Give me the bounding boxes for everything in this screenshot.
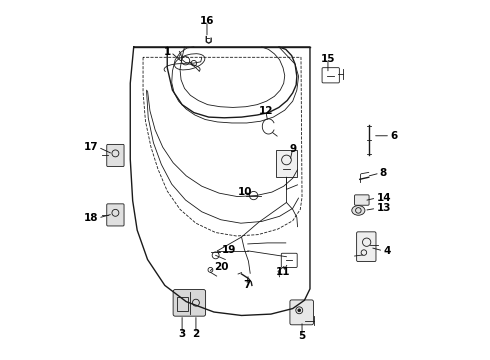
Text: 7: 7 <box>243 280 250 291</box>
Ellipse shape <box>352 206 365 215</box>
Text: 1: 1 <box>164 47 171 57</box>
Text: 12: 12 <box>259 106 273 116</box>
Text: 9: 9 <box>289 144 296 154</box>
FancyBboxPatch shape <box>355 195 369 205</box>
Text: 8: 8 <box>380 168 387 178</box>
Text: 2: 2 <box>192 329 199 339</box>
Text: 3: 3 <box>178 329 186 339</box>
Circle shape <box>298 309 301 312</box>
Text: 20: 20 <box>215 262 229 272</box>
Bar <box>276 150 297 177</box>
FancyBboxPatch shape <box>107 144 124 167</box>
Text: 11: 11 <box>276 267 290 276</box>
Text: 17: 17 <box>83 142 98 152</box>
Text: 13: 13 <box>376 203 391 213</box>
Text: 10: 10 <box>238 187 252 197</box>
Text: 6: 6 <box>390 131 397 141</box>
FancyBboxPatch shape <box>107 204 124 226</box>
Text: 4: 4 <box>383 246 391 256</box>
Text: 18: 18 <box>84 213 98 223</box>
Text: 15: 15 <box>320 54 335 64</box>
Text: 16: 16 <box>200 16 214 26</box>
FancyBboxPatch shape <box>357 232 376 262</box>
Bar <box>176 297 188 311</box>
FancyBboxPatch shape <box>290 300 314 325</box>
Text: 14: 14 <box>376 193 391 203</box>
Text: 19: 19 <box>221 245 236 255</box>
Text: 5: 5 <box>298 331 306 341</box>
FancyBboxPatch shape <box>173 289 206 316</box>
